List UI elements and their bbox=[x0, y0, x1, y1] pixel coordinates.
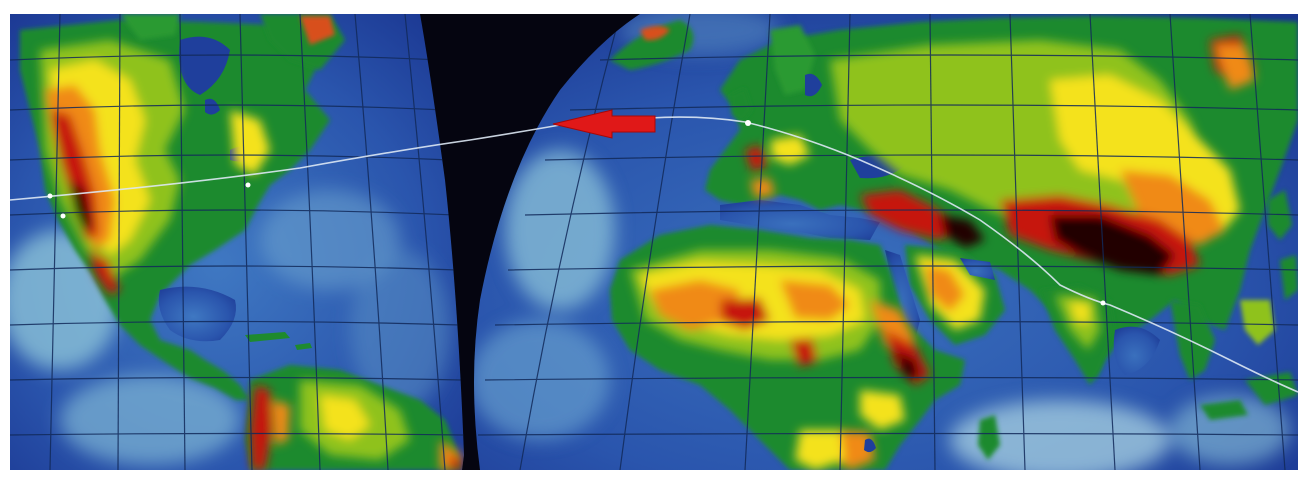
track-line-americas bbox=[9, 124, 561, 201]
track-waypoints bbox=[47, 120, 1106, 306]
graticule-grid bbox=[10, 14, 1298, 470]
americas-lobe bbox=[10, 14, 464, 470]
track-waypoint bbox=[245, 182, 251, 188]
track-waypoint bbox=[47, 193, 53, 199]
cold-water-americas bbox=[10, 190, 450, 465]
africa-landmass bbox=[610, 225, 1000, 470]
eurasia-landmass bbox=[705, 16, 1298, 420]
track-line-eurasia bbox=[649, 116, 1299, 393]
red-arrow-icon bbox=[552, 109, 656, 139]
track-waypoint bbox=[60, 213, 66, 219]
ground-track bbox=[9, 116, 1299, 393]
south-america-landmass bbox=[245, 365, 462, 470]
eurasia-africa-lobe bbox=[474, 14, 1298, 470]
track-waypoint bbox=[1100, 300, 1106, 306]
track-waypoint bbox=[745, 120, 751, 126]
